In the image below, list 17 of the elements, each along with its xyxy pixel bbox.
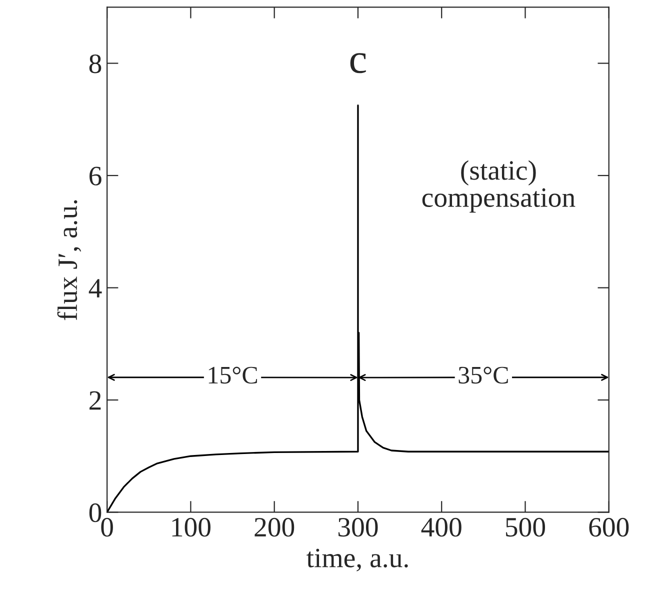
annotation: 35°C <box>458 366 508 384</box>
x-tick-label: 400 <box>421 518 462 537</box>
x-tick-label: 300 <box>338 518 378 537</box>
y-axis-title: flux J′, a.u. <box>57 200 82 320</box>
x-tick-label: 500 <box>506 518 546 537</box>
y-tick-label: 0 <box>89 503 102 522</box>
x-tick-label: 200 <box>254 518 294 537</box>
x-tick-label: 600 <box>589 518 629 537</box>
annotation: c <box>350 53 366 74</box>
y-tick-label: 2 <box>90 391 101 410</box>
annotation: (static) compensation <box>422 160 576 213</box>
x-tick-label: 100 <box>172 518 210 537</box>
y-tick-label: 8 <box>89 54 102 74</box>
x-axis-title: time, a.u. <box>306 548 408 572</box>
annotation: 15°C <box>208 366 257 384</box>
y-tick-label: 4 <box>88 279 102 298</box>
y-tick-label: 6 <box>90 166 102 186</box>
